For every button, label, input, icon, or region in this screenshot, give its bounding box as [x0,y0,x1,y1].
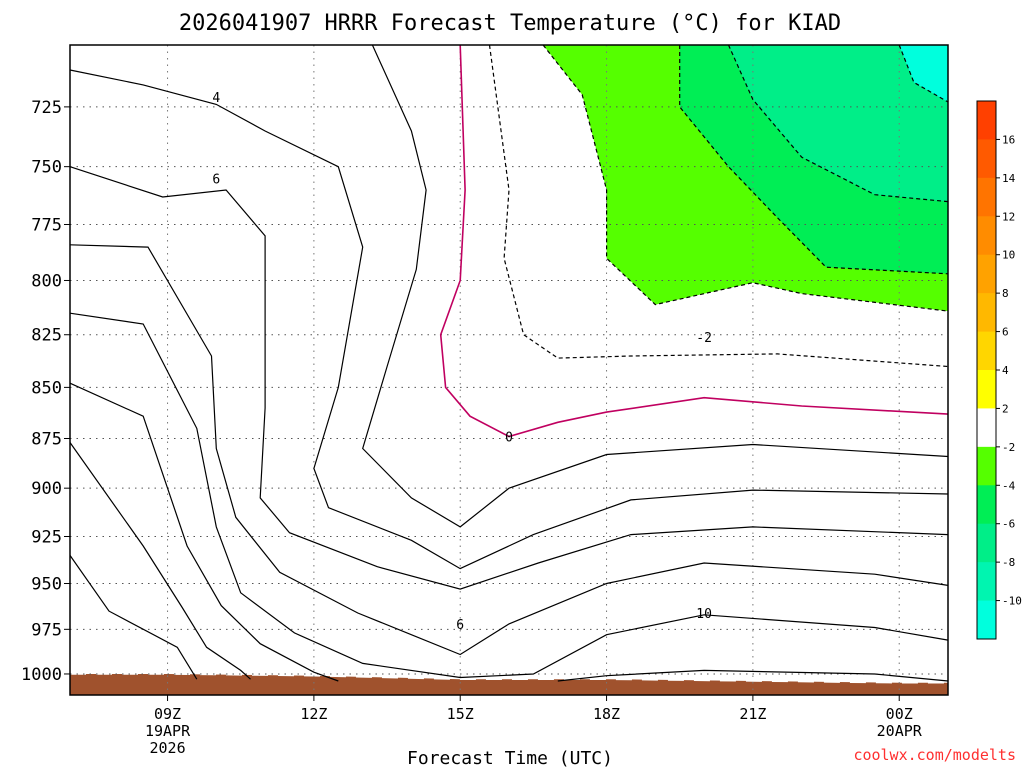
colorbar-tick-label-4: 8 [1002,287,1009,300]
credit-text: coolwx.com/modelts [853,746,1016,764]
colorbar-tick-label-10: -6 [1002,518,1015,531]
contour-line-14 [69,442,251,680]
x-tick-label-24-0: 00Z [886,705,913,723]
y-axis: 725 750 775 800 825 850 875 900 925 950 975 1000 [21,98,70,685]
contour-line--2 [488,44,949,368]
colorbar-tick-label-12: -10 [1002,595,1022,608]
y-tick-label-1000: 1000 [21,665,62,685]
temperature-fill-layer [70,45,948,696]
contour-line-6 [69,166,949,590]
colorbar-tick-label-3: 10 [1002,249,1015,262]
colorbar-tick-label-8: -2 [1002,441,1015,454]
y-tick-label-825: 825 [31,326,62,346]
contour-label-1: 6 [212,172,220,187]
colorbar-band-6-8 [977,293,996,333]
chart-title: 2026041907 HRRR Forecast Temperature (°C… [179,11,841,36]
colorbar-band--4--2 [977,446,996,486]
contour-label-2: 0 [505,430,513,445]
grid-layer [70,45,948,695]
contour-line--6 [679,45,949,275]
contour-label-4: 6 [456,618,464,633]
colorbar-tick-label-7: 2 [1002,402,1009,415]
contour-line-4 [69,69,949,570]
colorbar-band-14-16 [977,139,996,179]
colorbar-band--12--10 [977,600,996,640]
colorbar-tick-label-0: 16 [1002,133,1015,146]
x-tick-label-24-1: 20APR [877,722,923,740]
colorbar-tick-label-11: -8 [1002,556,1015,569]
contour-line-10 [69,312,949,679]
x-tick-label-9-1: 19APR [145,722,191,740]
y-tick-label-725: 725 [31,98,62,118]
y-tick-label-750: 750 [31,158,62,178]
colorbar-tick-label-6: 4 [1002,364,1009,377]
plot-frame [69,44,949,696]
contour-line-12 [557,669,949,682]
ground-surface [70,674,948,695]
colorbar-tick-label-9: -4 [1002,479,1016,492]
x-axis-label: Forecast Time (UTC) [407,748,613,768]
colorbar-band--2-2 [977,408,996,448]
y-tick-label-950: 950 [31,575,62,595]
y-tick-label-775: 775 [31,215,62,235]
colorbar-band-10-12 [977,216,996,256]
colorbar-band-4-6 [977,331,996,371]
colorbar-band--6--4 [977,485,996,525]
y-tick-label-975: 975 [31,620,62,640]
contour-line--4 [542,44,949,312]
contour-labels-layer: 4 6 0 -2 6 10 [212,91,712,633]
colorbar-tick-label-2: 12 [1002,210,1015,223]
x-tick-label-9-2: 2026 [149,739,185,757]
contour-line-12 [69,382,339,682]
contour-line-16 [69,555,198,680]
y-tick-label-850: 850 [31,378,62,398]
colorbar: 16 14 12 10 8 6 4 2 -2 -4 -6 -8 -10 [976,100,1022,640]
temp-band--10 [899,45,948,102]
colorbar-band-2-4 [977,370,996,409]
temp-band--8 [728,45,948,202]
y-tick-label-900: 900 [31,479,62,499]
y-tick-label-925: 925 [31,527,62,547]
y-tick-label-800: 800 [31,271,62,291]
contour-line--8 [727,44,949,203]
colorbar-band-12-14 [977,177,996,217]
colorbar-band-16-18 [977,101,996,140]
contour-line-0 [439,44,949,438]
x-tick-label-21-0: 21Z [739,705,766,723]
contour-label-0: 4 [212,91,220,106]
contour-label-3: -2 [696,331,712,346]
colorbar-tick-label-5: 6 [1002,326,1009,339]
colorbar-tick-label-1: 14 [1002,172,1016,185]
y-tick-label-875: 875 [31,429,62,449]
contour-lines-layer [69,44,949,682]
contour-line-8 [69,244,949,656]
x-tick-label-9-0: 09Z [154,705,181,723]
colorbar-band--8--6 [977,523,996,563]
contour-label-5: 10 [696,607,712,622]
ground-layer [70,673,948,695]
contour-line--10 [898,44,949,103]
x-tick-label-15-0: 15Z [447,705,474,723]
x-tick-label-12-0: 12Z [300,705,327,723]
contour-line-2 [362,44,949,528]
colorbar-band--10--8 [977,562,996,602]
x-tick-label-18-0: 18Z [593,705,620,723]
colorbar-band-8-10 [977,254,996,294]
